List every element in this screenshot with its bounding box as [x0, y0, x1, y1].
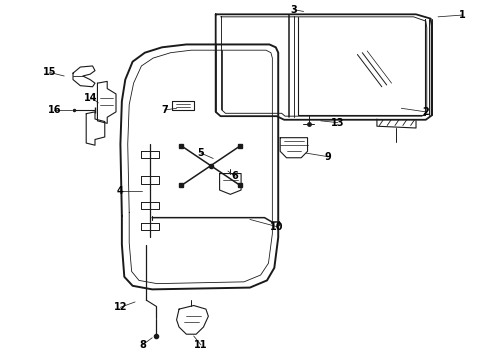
Text: 3: 3 — [291, 5, 297, 15]
Text: 6: 6 — [232, 171, 239, 181]
Text: 8: 8 — [139, 340, 146, 350]
Text: 10: 10 — [270, 222, 284, 231]
Text: 11: 11 — [194, 340, 208, 350]
Text: 2: 2 — [422, 107, 429, 117]
Text: 5: 5 — [197, 148, 204, 158]
Text: 4: 4 — [117, 186, 124, 196]
Text: 1: 1 — [459, 10, 466, 20]
Text: 13: 13 — [331, 118, 344, 128]
Text: 15: 15 — [43, 67, 56, 77]
Text: 14: 14 — [84, 93, 98, 103]
Text: 7: 7 — [161, 105, 168, 115]
Text: 9: 9 — [325, 152, 331, 162]
Text: 16: 16 — [48, 105, 61, 115]
Text: 12: 12 — [114, 302, 127, 312]
